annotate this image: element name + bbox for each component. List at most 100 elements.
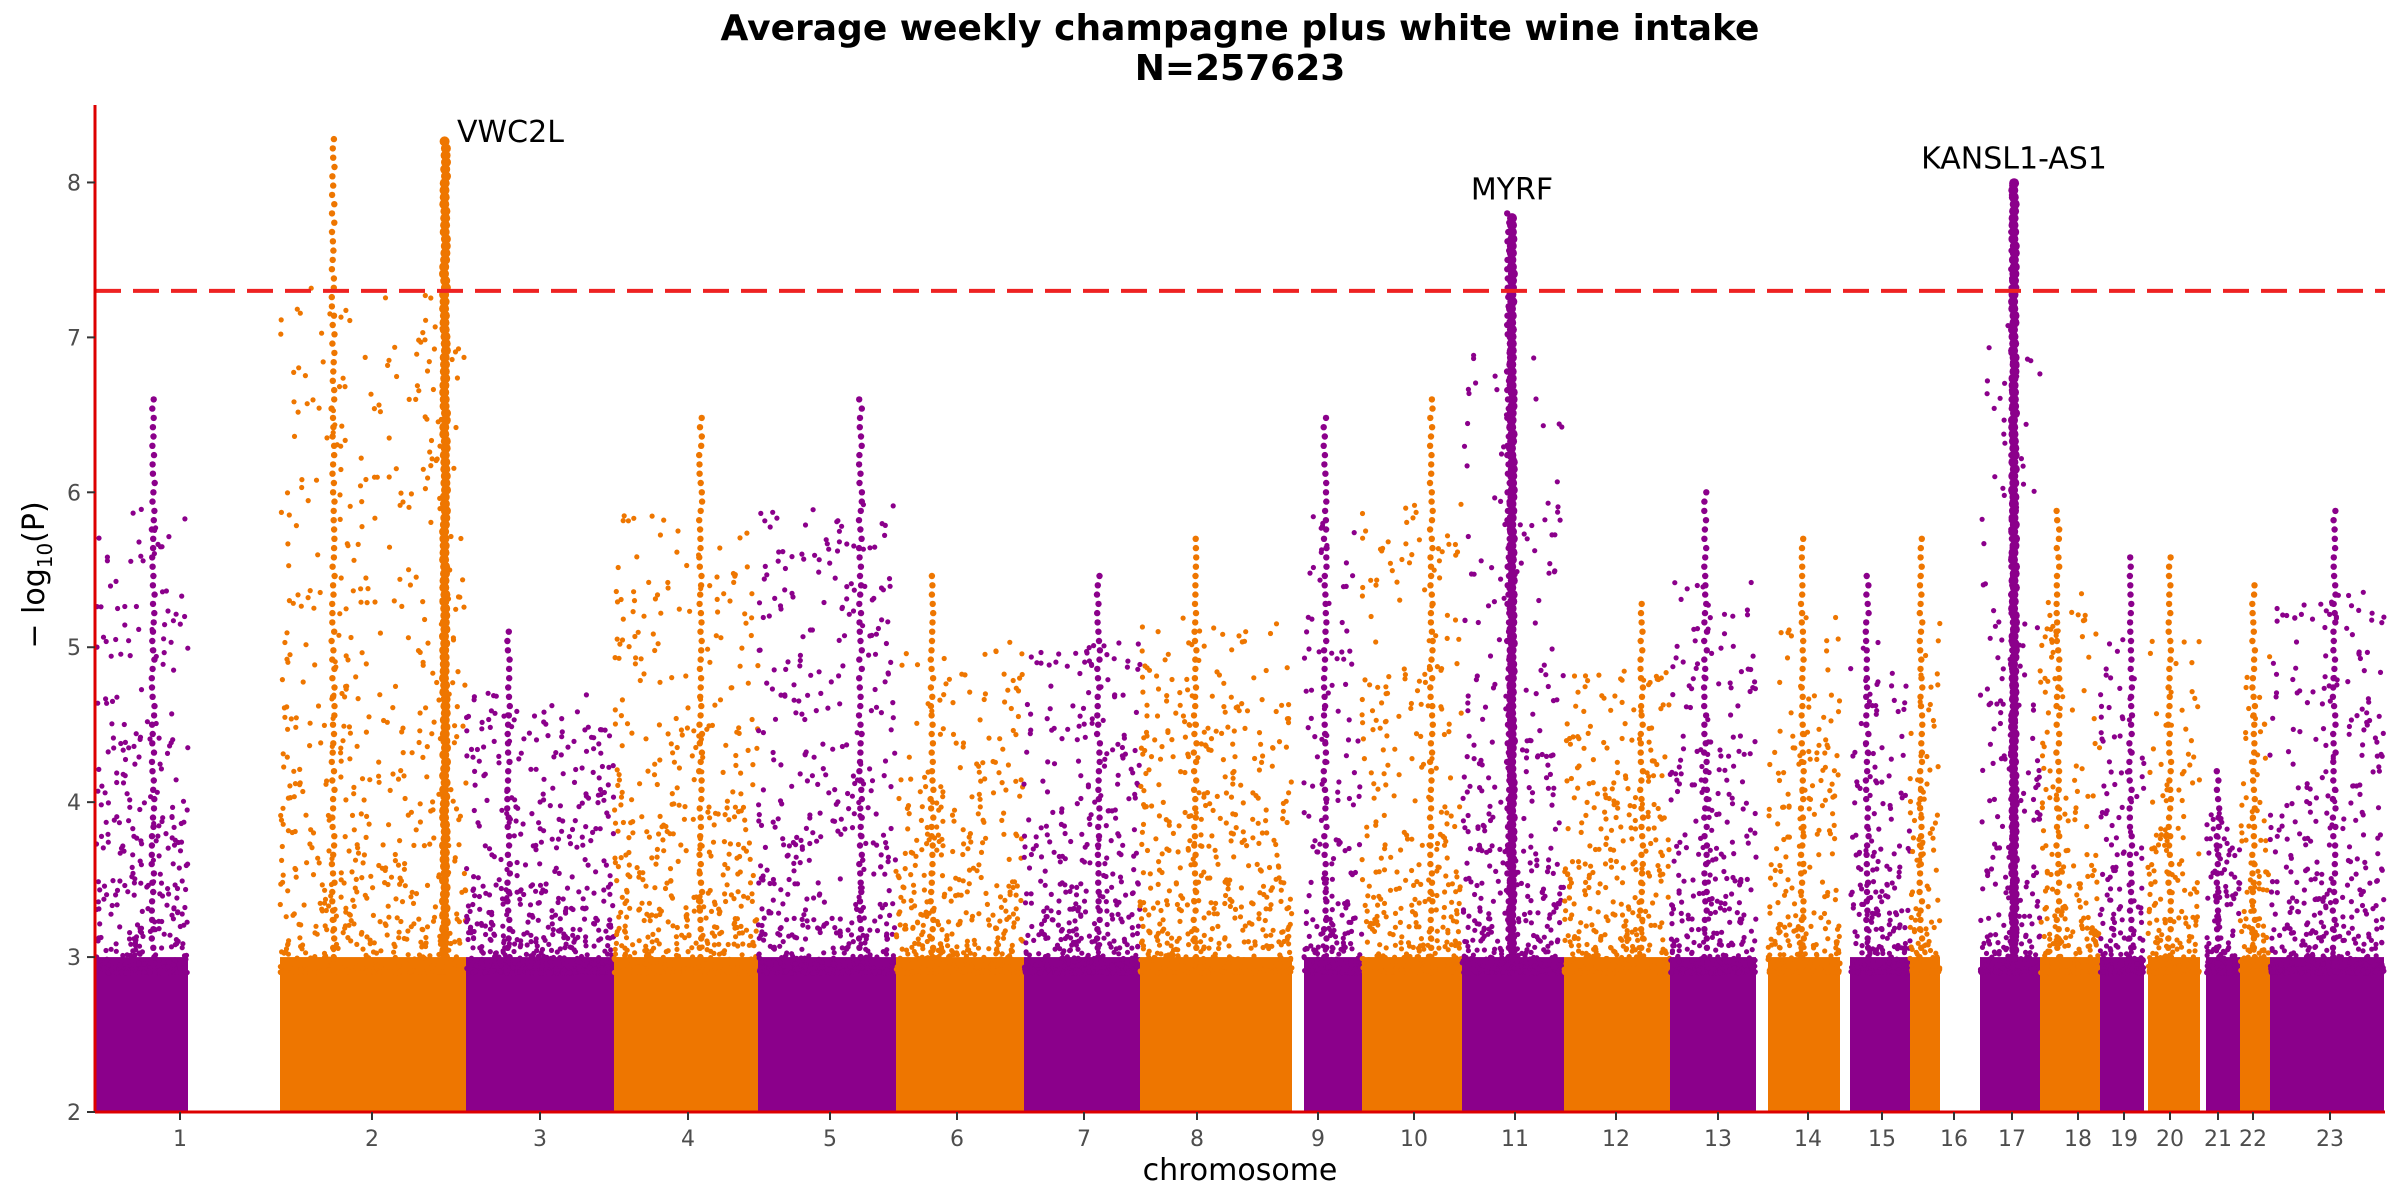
snp-point	[522, 862, 529, 868]
snp-point	[1273, 708, 1279, 715]
snp-point	[524, 930, 530, 936]
snp-point	[1110, 916, 1116, 922]
snp-point	[528, 766, 534, 772]
snp-point	[625, 518, 632, 524]
snp-point	[499, 896, 506, 902]
snp-point	[400, 750, 406, 756]
snp-point	[696, 768, 703, 775]
snp-point	[171, 842, 178, 848]
snp-point	[1085, 953, 1091, 959]
snp-point	[833, 930, 840, 936]
snp-point	[1144, 847, 1151, 854]
snp-point	[104, 700, 110, 706]
snp-point	[410, 900, 417, 907]
snp-point	[570, 932, 576, 938]
snp-point	[1286, 790, 1292, 796]
snp-point	[936, 807, 942, 813]
snp-point	[290, 600, 296, 606]
snp-point	[696, 870, 703, 877]
snp-point	[1252, 755, 1258, 762]
snp-point	[299, 484, 305, 491]
snp-point	[1045, 759, 1051, 765]
snp-point	[1139, 938, 1145, 944]
snp-point	[429, 731, 435, 737]
snp-point	[168, 639, 174, 645]
snp-point	[665, 919, 671, 925]
snp-point	[1284, 906, 1290, 912]
snp-point	[418, 969, 424, 975]
snp-point	[342, 834, 348, 840]
snp-point	[504, 786, 511, 793]
snp-point	[618, 802, 624, 808]
snp-point	[291, 399, 297, 405]
snp-point	[670, 923, 676, 929]
snp-point	[871, 970, 878, 976]
snp-point	[1095, 888, 1102, 896]
snp-point	[114, 779, 120, 786]
snp-point	[856, 619, 863, 626]
snp-point	[330, 953, 337, 961]
snp-point	[330, 154, 337, 161]
snp-point	[655, 641, 661, 647]
snp-point	[358, 586, 364, 592]
snp-point	[585, 862, 591, 868]
snp-point	[1280, 808, 1286, 814]
snp-point	[858, 888, 865, 896]
snp-point	[698, 489, 705, 496]
snp-point	[727, 598, 733, 604]
snp-point	[131, 880, 137, 886]
snp-point	[296, 921, 302, 928]
snp-point	[170, 804, 176, 811]
snp-point	[506, 916, 513, 924]
snp-point	[170, 861, 176, 867]
snp-point	[1066, 920, 1072, 926]
snp-point	[371, 940, 377, 946]
snp-point	[676, 802, 682, 808]
snp-point	[914, 662, 921, 668]
snp-point	[497, 969, 504, 975]
snp-point	[749, 898, 755, 905]
snp-point	[436, 791, 442, 797]
snp-point	[1080, 960, 1086, 966]
snp-point	[537, 882, 544, 888]
snp-point	[114, 770, 120, 776]
snp-point	[322, 887, 328, 893]
snp-point	[320, 359, 326, 365]
snp-point	[596, 775, 602, 781]
snp-point	[766, 957, 772, 963]
snp-point	[139, 841, 145, 847]
snp-point	[1123, 965, 1129, 971]
snp-point	[470, 754, 476, 760]
snp-point	[148, 526, 156, 533]
snp-point	[716, 941, 722, 947]
snp-point	[941, 894, 947, 900]
snp-point	[903, 947, 910, 953]
snp-point	[1106, 808, 1112, 814]
snp-point	[405, 928, 411, 934]
snp-point	[874, 928, 881, 934]
snp-point	[720, 769, 726, 776]
snp-point	[130, 826, 136, 832]
snp-point	[675, 858, 681, 865]
snp-point	[1081, 859, 1087, 865]
snp-point	[1173, 710, 1179, 716]
snp-point	[797, 657, 803, 664]
snp-point	[293, 724, 299, 730]
snp-point	[906, 754, 912, 760]
snp-point	[1023, 950, 1029, 957]
snp-point	[1139, 648, 1145, 654]
snp-point	[363, 834, 369, 841]
snp-point	[487, 949, 493, 955]
snp-point	[834, 969, 841, 976]
snp-point	[809, 773, 816, 779]
snp-point	[770, 509, 776, 515]
snp-point	[183, 886, 189, 893]
snp-point	[624, 721, 631, 727]
snp-point	[425, 475, 431, 481]
snp-point	[1092, 799, 1098, 805]
snp-point	[865, 805, 871, 811]
snp-point	[149, 405, 156, 412]
snp-point	[1164, 698, 1170, 704]
snp-point	[484, 797, 490, 804]
snp-point	[910, 850, 916, 856]
